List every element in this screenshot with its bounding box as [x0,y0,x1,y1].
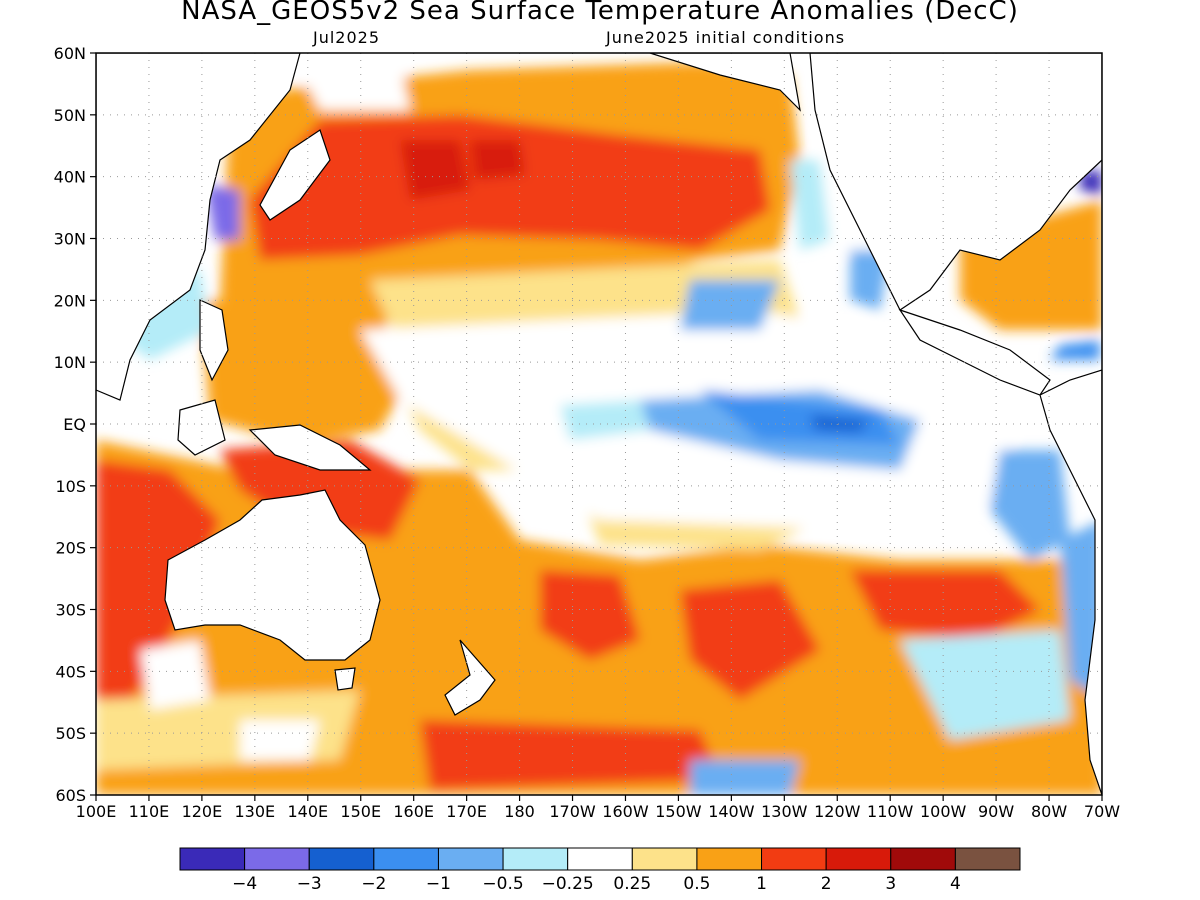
map-title: NASA_GEOS5v2 Sea Surface Temperature Ano… [181,0,1019,26]
colorbar-swatch [567,847,633,871]
lon-tick-label: 150W [655,802,702,821]
alaska [649,53,801,112]
colorbar-label: −3 [297,874,322,894]
latitude-axis: 60N 50N 40N 30N 20N 10N EQ 10S 20S 30S 40S 50S 60S [54,44,96,805]
lon-tick-label: 160W [602,802,649,821]
colorbar-label: −4 [232,874,257,894]
lon-tick-label: 80W [1031,802,1067,821]
colorbar-swatch [954,847,1021,871]
lat-tick-label: 20S [55,539,86,558]
colorbar-label: 0.25 [613,874,651,894]
lon-tick-label: 110W [867,802,914,821]
colorbar-swatch [890,847,956,871]
lon-tick-label: 170E [446,802,487,821]
colorbar-label: −0.25 [542,874,594,894]
asia-mainland [96,53,301,401]
lon-tick-label: 110E [129,802,170,821]
lon-tick-label: 170W [549,802,596,821]
japan [259,129,331,221]
lon-tick-label: 100W [920,802,967,821]
philippines [199,299,229,382]
borneo [177,399,226,456]
colorbar-swatch [244,847,310,871]
lat-tick-label: 60N [54,44,86,63]
lat-tick-label: 30N [54,230,86,249]
colorbar-swatch [502,847,569,871]
colorbar-swatch [373,847,439,871]
land [96,53,1102,795]
lon-tick-label: 70W [1084,802,1120,821]
init-conditions-label: June2025 initial conditions [606,28,846,47]
lon-tick-label: 130E [235,802,276,821]
tasmania [334,667,356,691]
lat-tick-label: 50N [54,106,86,125]
colorbar-label: 2 [821,874,832,894]
colorbar-label: 4 [950,874,961,894]
lat-tick-label: 10S [55,477,86,496]
lon-tick-label: 160E [393,802,434,821]
lon-tick-label: 120E [182,802,223,821]
australia [164,489,381,661]
colorbar-label: 1 [756,874,767,894]
lon-tick-label: 150E [340,802,381,821]
colorbar-label: −1 [426,874,451,894]
lon-tick-label: 140W [708,802,755,821]
colorbar-label: −2 [361,874,386,894]
lat-tick-label: 40S [55,662,86,681]
lat-tick-label: 40N [54,168,86,187]
valid-month-label: Jul2025 [313,28,381,47]
lat-tick-label: 20N [54,291,86,310]
anomaly-field [96,53,1102,795]
longitude-axis: 100E 110E 120E 130E 140E 150E 160E 170E 180 170W 1… [76,795,1120,821]
lon-tick-label: 180 [504,802,535,821]
lat-tick-label: 30S [55,601,86,620]
lon-tick-label: 130W [761,802,808,821]
lat-tick-label: EQ [63,415,86,434]
lat-tick-label: 60S [55,786,86,805]
new-guinea [248,424,372,471]
lat-tick-label: 10N [54,353,86,372]
new-zealand [444,639,496,716]
colorbar-swatch [825,847,892,871]
lon-tick-label: 140E [287,802,328,821]
colorbar-swatch [308,847,375,871]
lat-tick-label: 50S [55,724,86,743]
colorbar-swatch [631,847,698,871]
colorbar-swatch [696,847,763,871]
lon-tick-label: 90W [978,802,1014,821]
colorbar-swatch [437,847,504,871]
grid-lines [96,53,1102,795]
lon-tick-label: 100E [76,802,117,821]
colorbar-label: 3 [885,874,896,894]
lon-tick-label: 120W [814,802,861,821]
colorbar-swatch [179,847,246,871]
south-america [1039,369,1102,795]
colorbar-label: −0.5 [482,874,523,894]
north-america [809,53,1102,311]
colorbar-swatch [761,847,827,871]
colorbar: −4 −3 −2 −1 −0.5 −0.25 0.25 0.5 1 2 3 4 [179,847,1021,894]
colorbar-label: 0.5 [683,874,710,894]
